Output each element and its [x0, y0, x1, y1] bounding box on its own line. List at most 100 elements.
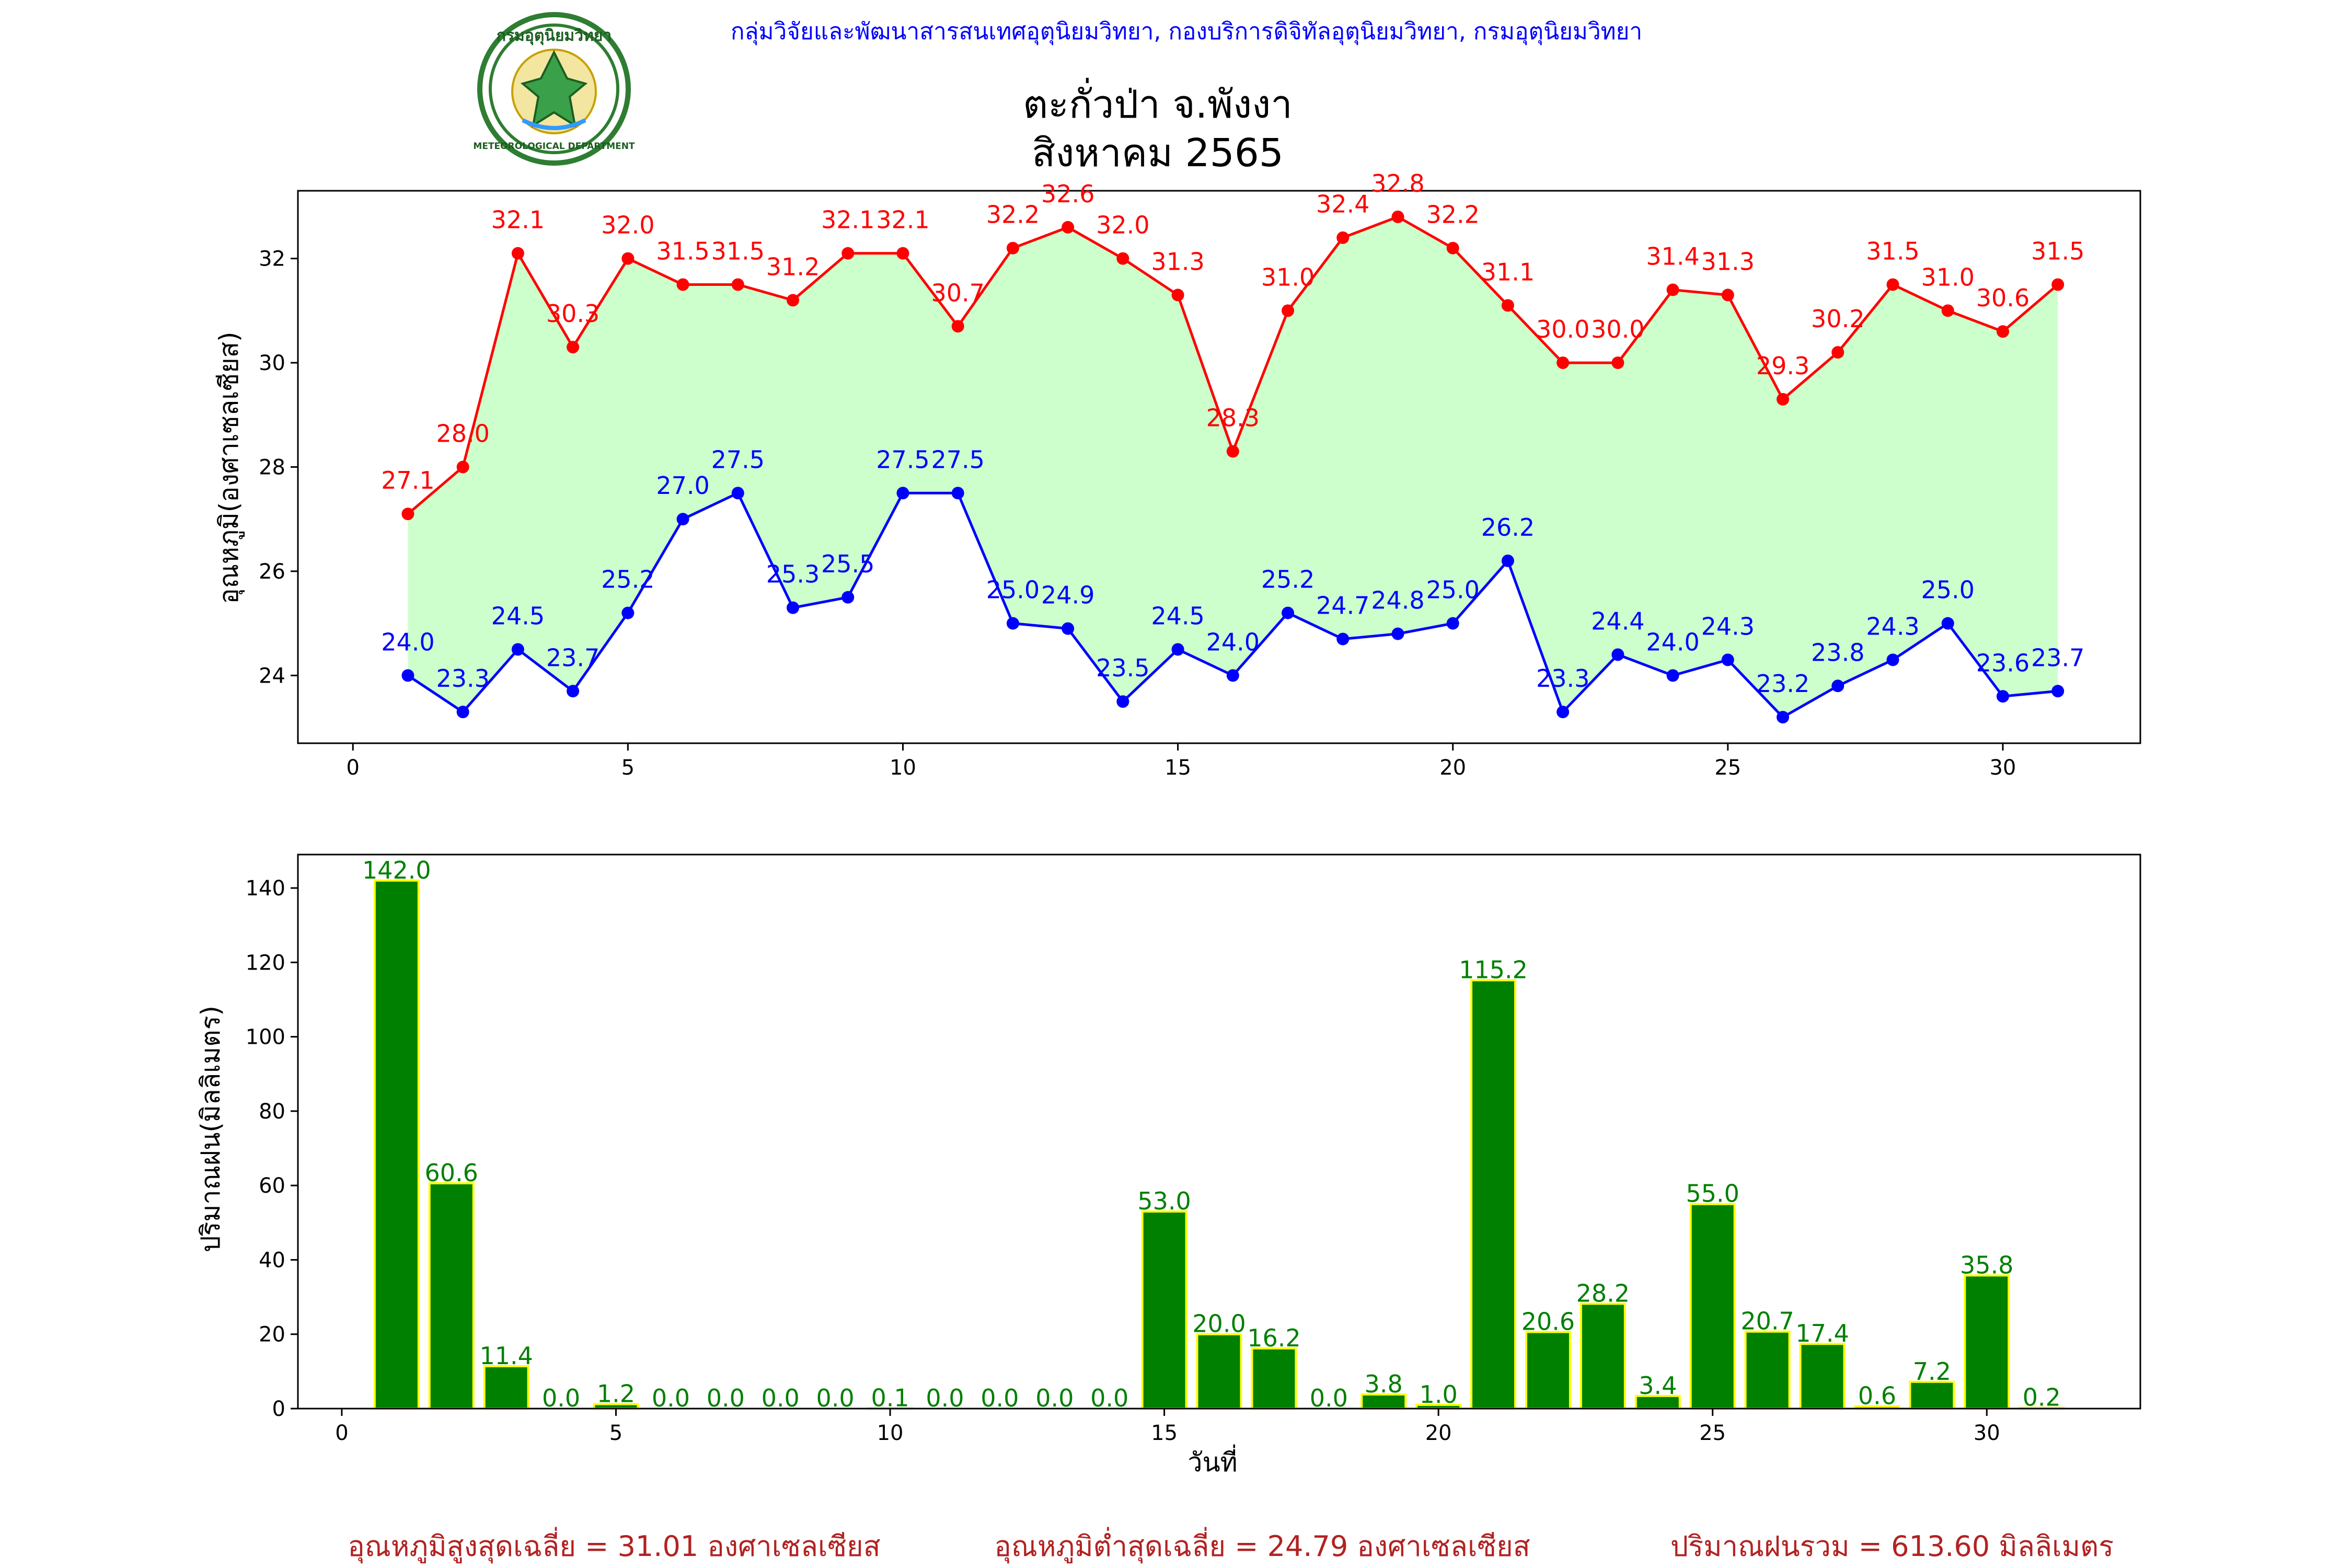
max-temperature-data-label: 32.0 [601, 211, 654, 239]
rainfall-x-tick-label: 0 [335, 1421, 348, 1445]
max-temperature-point [951, 320, 964, 333]
max-temperature-point [1777, 393, 1790, 406]
max-temperature-point [787, 294, 800, 307]
temperature-y-tick-label: 28 [259, 456, 285, 480]
rainfall-data-label: 0.0 [1035, 1384, 1074, 1412]
rainfall-bar [1470, 979, 1517, 1410]
rainfall-data-label: 0.0 [762, 1384, 800, 1412]
min-temperature-data-label: 24.3 [1701, 612, 1755, 640]
max-temperature-point [456, 460, 469, 474]
min-temperature-data-label: 24.9 [1041, 581, 1094, 609]
temperature-y-tick-label: 32 [259, 247, 285, 271]
min-temperature-data-label: 25.0 [1921, 576, 1975, 604]
summary-avg-max: อุณหภูมิสูงสุดเฉลี่ย = 31.01 องศาเซลเซีย… [348, 1527, 880, 1564]
max-temperature-data-label: 27.1 [381, 466, 434, 494]
rainfall-data-label: 0.0 [542, 1384, 580, 1412]
max-temperature-data-label: 32.2 [986, 201, 1040, 229]
min-temperature-point [621, 606, 635, 619]
min-temperature-point [511, 643, 524, 656]
min-temperature-point [1996, 690, 2009, 703]
min-temperature-data-label: 25.2 [601, 566, 654, 594]
rainfall-data-label: 3.4 [1639, 1371, 1677, 1400]
temperature-x-tick-label: 5 [621, 756, 635, 780]
min-temperature-data-label: 24.0 [1206, 628, 1260, 656]
max-temperature-data-label: 31.0 [1921, 263, 1975, 291]
temperature-x-tick-label: 20 [1439, 756, 1466, 780]
min-temperature-point [1282, 606, 1295, 619]
max-temperature-point [1501, 299, 1514, 312]
temperature-y-tick-label: 24 [259, 664, 285, 688]
max-temperature-point [1006, 241, 1019, 255]
min-temperature-point [1062, 622, 1075, 635]
chart-title-station: ตะกั่วป่า จ.พังงา [1023, 77, 1293, 127]
min-temperature-point [787, 601, 800, 614]
min-temperature-data-label: 24.5 [1151, 602, 1204, 630]
max-temperature-point [2051, 278, 2065, 291]
rainfall-bar [483, 1365, 529, 1410]
rainfall-bar [1964, 1274, 2010, 1410]
min-temperature-data-label: 25.2 [1261, 566, 1315, 594]
min-temperature-data-label: 25.0 [1426, 576, 1479, 604]
rainfall-bar [1909, 1380, 1955, 1410]
rainfall-data-label: 17.4 [1795, 1319, 1849, 1347]
min-temperature-point [1501, 554, 1514, 567]
max-temperature-data-label: 32.1 [491, 206, 545, 234]
min-temperature-data-label: 24.8 [1371, 586, 1424, 615]
min-temperature-data-label: 27.5 [931, 445, 984, 474]
max-temperature-data-label: 28.0 [436, 420, 489, 448]
max-temperature-point [1446, 241, 1459, 255]
min-temperature-point [401, 669, 414, 682]
rainfall-data-label: 0.0 [652, 1384, 690, 1412]
rainfall-plot-frame [297, 854, 2141, 1410]
rainfall-y-tick-label: 100 [246, 1025, 285, 1050]
min-temperature-point [1116, 695, 1129, 708]
max-temperature-data-label: 31.3 [1701, 247, 1755, 275]
rainfall-x-tick-label: 25 [1699, 1421, 1726, 1445]
rainfall-bar [373, 879, 420, 1410]
max-temperature-point [1996, 325, 2009, 338]
max-temperature-data-label: 32.6 [1041, 180, 1094, 208]
rainfall-data-label: 0.0 [707, 1384, 745, 1412]
max-temperature-data-label: 31.4 [1646, 242, 1699, 270]
min-temperature-data-label: 27.5 [876, 445, 929, 474]
min-temperature-data-label: 26.2 [1481, 513, 1535, 541]
rainfall-data-label: 7.2 [1913, 1357, 1951, 1386]
day-axis-label: วันที่ [1187, 1445, 1237, 1478]
max-temperature-point [401, 508, 414, 521]
max-temperature-point [1226, 445, 1239, 458]
min-temperature-data-label: 25.0 [986, 576, 1040, 604]
rainfall-x-tick-label: 15 [1151, 1421, 1178, 1445]
min-temperature-data-label: 23.6 [1976, 649, 2030, 677]
max-temperature-data-label: 28.3 [1206, 404, 1260, 432]
min-temperature-point [1777, 711, 1790, 724]
max-temperature-data-label: 31.5 [656, 237, 709, 265]
chart-title-month: สิงหาคม 2565 [1032, 131, 1284, 176]
rainfall-data-label: 20.0 [1192, 1310, 1246, 1338]
min-temperature-point [1886, 653, 1899, 666]
temperature-x-tick-label: 30 [1989, 756, 2016, 780]
min-temperature-data-label: 25.3 [766, 560, 820, 589]
rainfall-data-label: 0.0 [1090, 1384, 1128, 1412]
min-temperature-data-label: 27.0 [656, 471, 709, 500]
min-temperature-point [1006, 617, 1019, 630]
max-temperature-data-label: 31.5 [2031, 237, 2084, 265]
min-temperature-data-label: 23.8 [1811, 638, 1864, 666]
rainfall-data-label: 142.0 [362, 856, 431, 884]
max-temperature-point [1611, 356, 1624, 370]
min-temperature-point [951, 487, 964, 500]
max-temperature-point [511, 247, 524, 260]
max-temperature-point [1666, 283, 1679, 296]
rainfall-bar [1634, 1394, 1681, 1410]
min-temperature-point [1941, 617, 1954, 630]
logo-bottom-text: METEOROLOGICAL DEPARTMENT [473, 141, 635, 152]
max-temperature-point [621, 252, 635, 265]
rainfall-data-label: 0.0 [816, 1384, 855, 1412]
rainfall-bar [1744, 1330, 1791, 1410]
rainfall-bar [1361, 1393, 1407, 1410]
max-temperature-point [676, 278, 689, 291]
rainfall-bar [1799, 1343, 1846, 1410]
temperature-range-fill [408, 216, 2058, 718]
min-temperature-data-label: 23.2 [1756, 670, 1809, 698]
summary-total-rain: ปริมาณฝนรวม = 613.60 มิลลิเมตร [1670, 1530, 2114, 1563]
